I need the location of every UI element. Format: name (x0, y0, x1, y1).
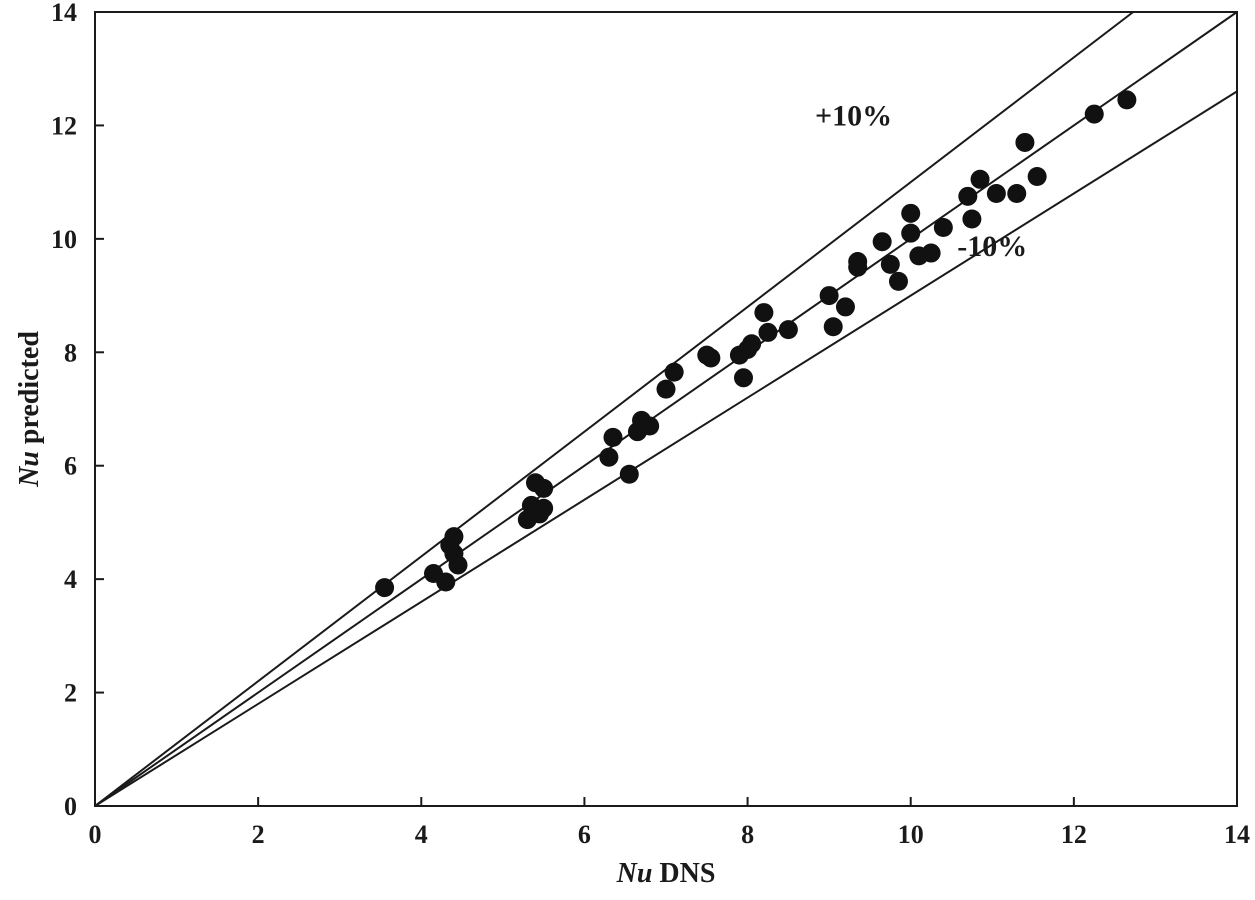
data-point (1027, 166, 1047, 186)
data-point (664, 362, 684, 382)
reference-line-parity (94, 11, 1238, 807)
data-point (758, 322, 778, 342)
tick-labels: 0 2 4 6 8 10 12 14 0 2 4 6 8 10 12 14 (51, 0, 1250, 849)
y-tick-label: 10 (51, 225, 77, 254)
data-point (819, 286, 839, 306)
data-point (823, 317, 843, 337)
data-point (933, 218, 953, 238)
reference-lines (94, 11, 1238, 807)
axis-ticks (94, 11, 1238, 807)
y-tick-label: 0 (64, 792, 77, 821)
data-point (835, 297, 855, 317)
data-point (1117, 90, 1137, 110)
y-tick-label: 12 (51, 111, 77, 140)
data-point (880, 254, 900, 274)
data-point (603, 427, 623, 447)
data-point (778, 320, 798, 340)
data-point (733, 368, 753, 388)
y-tick-label: 4 (64, 565, 77, 594)
annotation-label: -10% (957, 230, 1027, 263)
x-tick-label: 0 (89, 820, 102, 849)
x-tick-label: 2 (252, 820, 265, 849)
reference-line-minus-10-percent (94, 90, 1238, 807)
data-point (534, 478, 554, 498)
data-point (375, 578, 395, 598)
y-tick-label: 6 (64, 452, 77, 481)
data-point (901, 203, 921, 223)
data-point (888, 271, 908, 291)
data-point (872, 232, 892, 252)
y-tick-label: 2 (64, 679, 77, 708)
data-point (534, 498, 554, 518)
data-point (656, 379, 676, 399)
data-point (1007, 183, 1027, 203)
data-point (448, 555, 468, 575)
plot-frame (94, 11, 1238, 807)
data-point (986, 183, 1006, 203)
x-axis-title: Nu DNS (616, 858, 716, 889)
data-point (640, 416, 660, 436)
data-point (848, 252, 868, 272)
data-point (444, 527, 464, 547)
x-tick-label: 8 (741, 820, 754, 849)
data-point (436, 572, 456, 592)
annotation-label: +10% (815, 99, 892, 132)
data-point (1015, 132, 1035, 152)
data-point (1084, 104, 1104, 124)
x-tick-label: 6 (578, 820, 591, 849)
annotations: +10% -10% (815, 99, 1027, 262)
x-tick-label: 10 (898, 820, 924, 849)
x-tick-label: 4 (415, 820, 428, 849)
data-point (701, 348, 721, 368)
y-axis-title: Nu predicted (14, 331, 45, 488)
data-point (970, 169, 990, 189)
data-point (619, 464, 639, 484)
data-point (958, 186, 978, 206)
data-point (962, 209, 982, 229)
data-point (921, 243, 941, 263)
x-tick-label: 14 (1224, 820, 1250, 849)
data-point (599, 447, 619, 467)
data-point (901, 223, 921, 243)
y-tick-label: 14 (51, 0, 77, 27)
data-point (754, 303, 774, 323)
y-tick-label: 8 (64, 338, 77, 367)
reference-line-plus-10-percent (94, 11, 1134, 807)
x-tick-label: 12 (1061, 820, 1087, 849)
data-points (375, 90, 1137, 598)
data-point (742, 334, 762, 354)
